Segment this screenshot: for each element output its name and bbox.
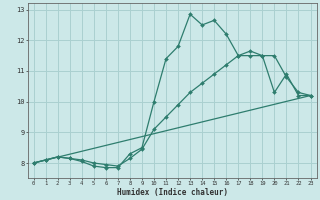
- X-axis label: Humidex (Indice chaleur): Humidex (Indice chaleur): [116, 188, 228, 197]
